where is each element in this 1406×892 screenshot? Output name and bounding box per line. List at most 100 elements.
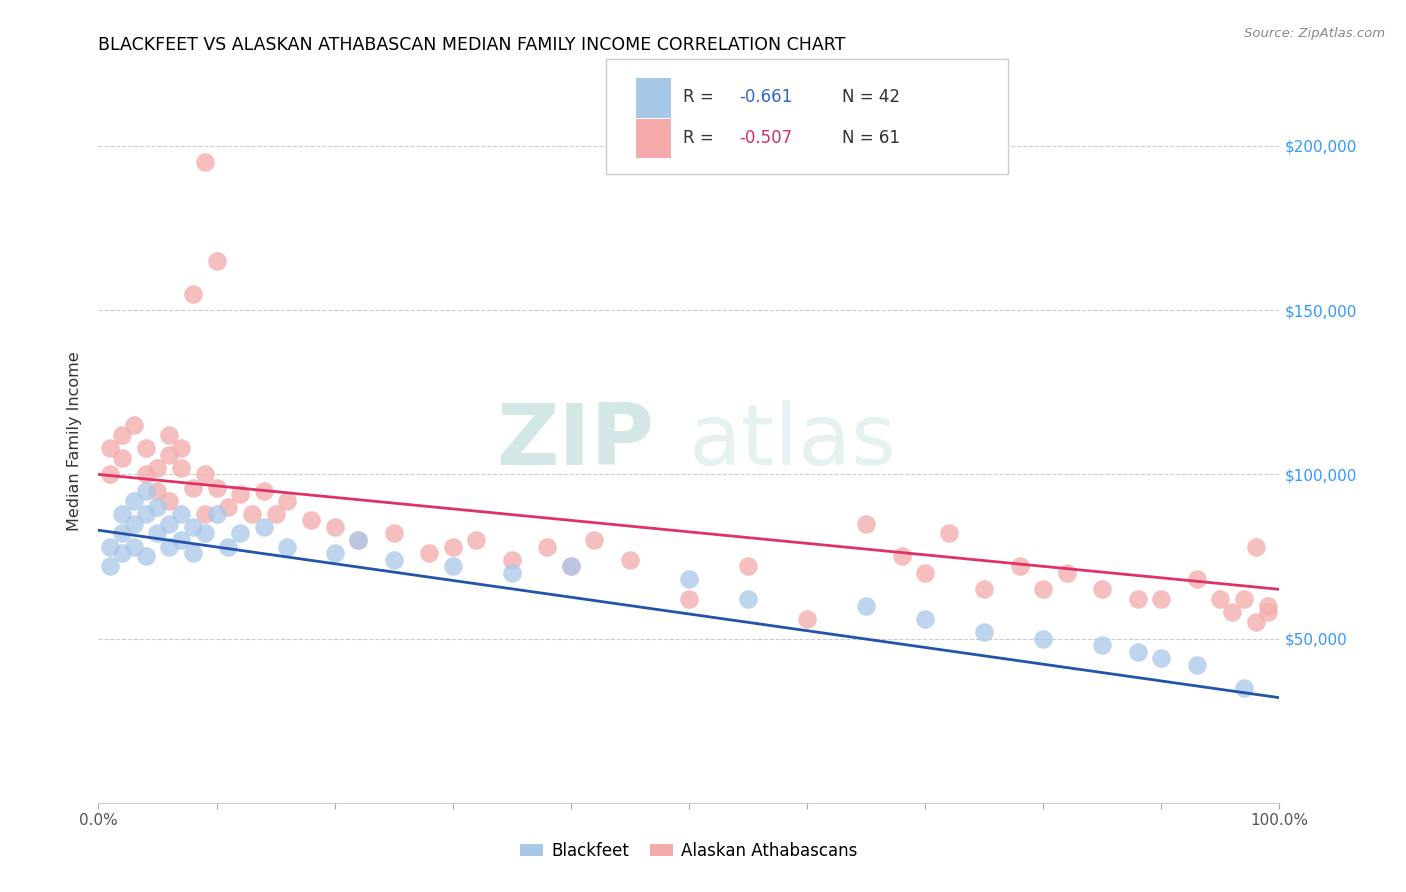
Point: [157, 493, 180, 508]
Point: [181, 286, 204, 301]
Point: [98, 559, 121, 574]
Point: [1185, 657, 1208, 672]
Point: [737, 559, 759, 574]
Text: R =: R =: [683, 129, 718, 147]
Point: [1233, 681, 1256, 695]
Point: [111, 507, 134, 521]
Point: [276, 540, 298, 554]
Point: [501, 566, 523, 580]
Point: [157, 540, 180, 554]
Point: [914, 612, 936, 626]
Point: [111, 526, 134, 541]
Point: [1056, 566, 1078, 580]
Point: [111, 428, 134, 442]
Point: [135, 549, 157, 564]
Point: [1220, 605, 1243, 619]
Point: [382, 553, 405, 567]
Point: [678, 592, 700, 607]
Point: [347, 533, 370, 547]
Point: [1150, 592, 1173, 607]
Point: [1244, 615, 1267, 630]
Point: [1032, 582, 1054, 597]
Point: [170, 460, 193, 475]
Point: [347, 533, 370, 547]
Legend: Blackfeet, Alaskan Athabascans: Blackfeet, Alaskan Athabascans: [513, 836, 865, 867]
Point: [135, 441, 157, 455]
Text: R =: R =: [683, 88, 718, 106]
Point: [122, 493, 145, 508]
Point: [170, 507, 193, 521]
Point: [560, 559, 582, 574]
Text: N = 61: N = 61: [842, 129, 900, 147]
Point: [619, 553, 641, 567]
Point: [194, 155, 217, 169]
Point: [135, 483, 157, 498]
Point: [253, 483, 276, 498]
Point: [240, 507, 263, 521]
Point: [583, 533, 606, 547]
FancyBboxPatch shape: [636, 78, 671, 118]
Point: [122, 540, 145, 554]
Point: [170, 441, 193, 455]
Point: [122, 516, 145, 531]
Point: [501, 553, 523, 567]
Point: [181, 481, 204, 495]
Point: [276, 493, 298, 508]
Point: [264, 507, 287, 521]
Text: ZIP: ZIP: [496, 400, 654, 483]
Point: [170, 533, 193, 547]
Text: Source: ZipAtlas.com: Source: ZipAtlas.com: [1244, 27, 1385, 40]
Point: [98, 441, 121, 455]
Point: [217, 500, 239, 515]
Point: [418, 546, 440, 560]
Point: [796, 612, 818, 626]
Point: [253, 520, 276, 534]
Point: [299, 513, 322, 527]
Point: [146, 500, 169, 515]
Point: [146, 526, 169, 541]
Point: [98, 540, 121, 554]
Text: N = 42: N = 42: [842, 88, 900, 106]
Point: [1257, 605, 1279, 619]
Point: [111, 546, 134, 560]
FancyBboxPatch shape: [636, 119, 671, 158]
Point: [217, 540, 239, 554]
Point: [1126, 592, 1149, 607]
Point: [1244, 540, 1267, 554]
Point: [855, 599, 877, 613]
Text: -0.661: -0.661: [740, 88, 793, 106]
Text: -0.507: -0.507: [740, 129, 793, 147]
Point: [441, 559, 464, 574]
Point: [938, 526, 960, 541]
Y-axis label: Median Family Income: Median Family Income: [67, 351, 83, 532]
Point: [441, 540, 464, 554]
Point: [122, 418, 145, 433]
Point: [135, 507, 157, 521]
Point: [855, 516, 877, 531]
Point: [194, 507, 217, 521]
Point: [1209, 592, 1232, 607]
Point: [1091, 582, 1114, 597]
Point: [973, 582, 995, 597]
Point: [157, 448, 180, 462]
Point: [111, 450, 134, 465]
Point: [181, 520, 204, 534]
Point: [1032, 632, 1054, 646]
Point: [1008, 559, 1031, 574]
Text: atlas: atlas: [689, 400, 897, 483]
Point: [181, 546, 204, 560]
Point: [382, 526, 405, 541]
Point: [146, 460, 169, 475]
Point: [914, 566, 936, 580]
Text: BLACKFEET VS ALASKAN ATHABASCAN MEDIAN FAMILY INCOME CORRELATION CHART: BLACKFEET VS ALASKAN ATHABASCAN MEDIAN F…: [98, 36, 846, 54]
Point: [229, 487, 252, 501]
Point: [1126, 645, 1149, 659]
Point: [560, 559, 582, 574]
Point: [465, 533, 488, 547]
Point: [205, 481, 228, 495]
Point: [1091, 638, 1114, 652]
Point: [678, 573, 700, 587]
Point: [536, 540, 558, 554]
Point: [229, 526, 252, 541]
Point: [205, 253, 228, 268]
